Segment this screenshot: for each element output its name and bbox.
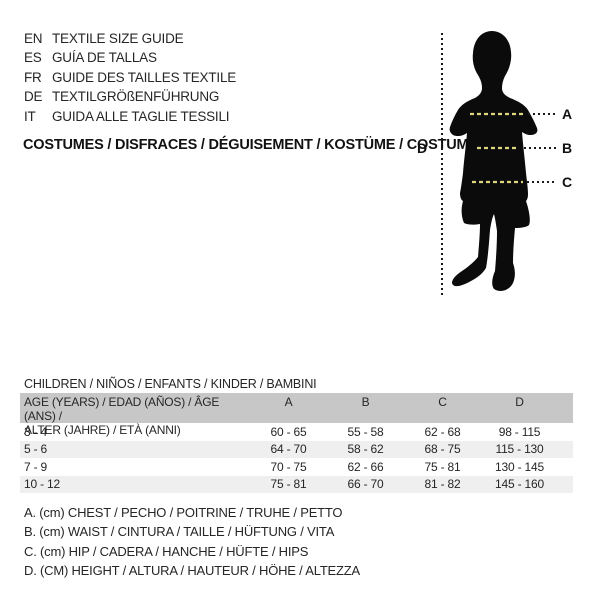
language-code: ES — [24, 50, 42, 66]
chest-cell: 60 - 65 — [270, 424, 307, 439]
measure-label-c: C — [562, 174, 572, 190]
language-code: EN — [24, 31, 43, 46]
age-cell: 10 - 12 — [24, 477, 60, 492]
age-cell: 3 - 4 — [24, 424, 48, 439]
language-label: TEXTILE SIZE GUIDE — [52, 31, 184, 46]
measure-label-d: D — [417, 140, 427, 156]
hip-cell: 81 - 82 — [424, 477, 461, 492]
column-header-b: B — [361, 395, 370, 409]
chest-cell: 70 - 75 — [270, 459, 307, 474]
size-table: AGE (YEARS) / EDAD (AÑOS) / ÂGE (ANS) / … — [20, 393, 573, 493]
legend-hip: C. (cm) HIP / CADERA / HANCHE / HÜFTE / … — [24, 543, 309, 559]
legend-waist: B. (cm) WAIST / CINTURA / TAILLE / HÜFTU… — [24, 524, 335, 540]
legend-chest: A. (cm) CHEST / PECHO / POITRINE / TRUHE… — [24, 505, 343, 520]
language-row-en: EN TEXTILE SIZE GUIDE — [24, 29, 236, 48]
language-row-fr: FR GUIDE DES TAILLES TEXTILE — [24, 68, 236, 87]
child-silhouette — [449, 31, 538, 291]
height-cell: 130 - 145 — [495, 459, 544, 474]
table-title: CHILDREN / NIÑOS / ENFANTS / KINDER / BA… — [24, 377, 317, 391]
language-code: DE — [24, 89, 43, 105]
waist-cell: 66 - 70 — [347, 477, 384, 492]
age-column-header: AGE (YEARS) / EDAD (AÑOS) / ÂGE (ANS) / … — [20, 393, 250, 437]
height-cell: 98 - 115 — [498, 424, 541, 439]
chest-cell: 75 - 81 — [270, 477, 307, 492]
age-header-line1: AGE (YEARS) / EDAD (AÑOS) / ÂGE (ANS) / — [24, 395, 220, 423]
language-title-list: EN TEXTILE SIZE GUIDE ES GUÍA DE TALLAS … — [24, 29, 236, 126]
waist-cell: 58 - 62 — [347, 442, 384, 457]
language-label: GUÍA DE TALLAS — [52, 50, 157, 66]
column-header-d: D — [515, 395, 524, 409]
language-row-de: DE TEXTILGRÖßENFÜHRUNG — [24, 87, 236, 106]
hip-cell: 62 - 68 — [424, 424, 461, 439]
table-row: 7 - 9 70 - 75 62 - 66 75 - 81 130 - 145 — [20, 458, 573, 476]
hip-cell: 75 - 81 — [424, 459, 461, 474]
child-silhouette-figure: D A B C — [417, 31, 572, 295]
language-label: GUIDA ALLE TAGLIE TESSILI — [52, 108, 230, 124]
language-row-es: ES GUÍA DE TALLAS — [24, 48, 236, 67]
age-header-line2: ALTER (JAHRE) / ETÀ (ANNI) — [24, 423, 181, 437]
age-cell: 5 - 6 — [24, 442, 48, 457]
measure-label-b: B — [562, 140, 572, 156]
table-row: 10 - 12 75 - 81 66 - 70 81 - 82 145 - 16… — [20, 475, 573, 493]
table-row: 5 - 6 64 - 70 58 - 62 68 - 75 115 - 130 — [20, 440, 573, 458]
language-row-it: IT GUIDA ALLE TAGLIE TESSILI — [24, 107, 236, 126]
language-label: TEXTILGRÖßENFÜHRUNG — [52, 89, 220, 105]
age-cell: 7 - 9 — [24, 459, 48, 474]
category-title: COSTUMES / DISFRACES / DÉGUISEMENT / KOS… — [23, 137, 473, 153]
table-header-row: AGE (YEARS) / EDAD (AÑOS) / ÂGE (ANS) / … — [20, 393, 573, 437]
chest-cell: 64 - 70 — [270, 442, 307, 457]
table-row: 3 - 4 60 - 65 55 - 58 62 - 68 98 - 115 — [20, 423, 573, 441]
language-code: FR — [24, 69, 42, 85]
measure-label-a: A — [562, 106, 572, 122]
column-header-c: C — [438, 395, 447, 409]
hip-cell: 68 - 75 — [424, 442, 461, 457]
column-header-a: A — [284, 395, 293, 409]
legend-height: D. (CM) HEIGHT / ALTURA / HAUTEUR / HÖHE… — [24, 563, 360, 579]
waist-cell: 55 - 58 — [347, 424, 384, 439]
language-label: GUIDE DES TAILLES TEXTILE — [52, 69, 237, 85]
measurement-legend: A. (cm) CHEST / PECHO / POITRINE / TRUHE… — [24, 503, 360, 581]
height-cell: 115 - 130 — [495, 442, 544, 457]
height-cell: 145 - 160 — [495, 477, 544, 492]
language-code: IT — [24, 108, 36, 124]
waist-cell: 62 - 66 — [347, 459, 384, 474]
